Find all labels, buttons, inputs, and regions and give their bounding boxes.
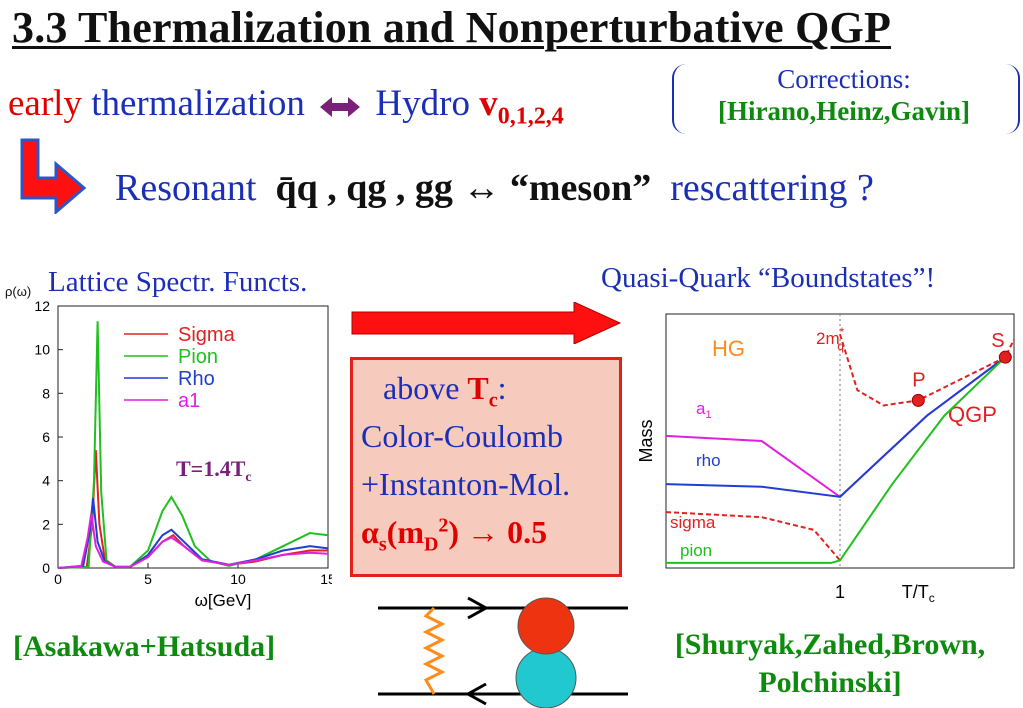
region-label-hg: HG — [712, 336, 745, 361]
annotation-text: T=1.4T — [176, 456, 246, 481]
series-label-2m-main: 2m — [816, 329, 840, 348]
series-label-a1-main: a — [696, 399, 706, 418]
legend-label-pion: Pion — [178, 346, 218, 368]
flow-v-letter: v — [479, 83, 498, 124]
bound-state-point-s — [998, 350, 1012, 364]
box-md-superscript: 2 — [438, 514, 449, 537]
x-axis-label-main: T/T — [902, 582, 929, 602]
corrections-bracket — [672, 64, 1020, 134]
red-quark-icon — [517, 597, 575, 655]
citation-shuryak: [Shuryak,Zahed,Brown, Polchinski] — [640, 626, 1020, 702]
resonant-line: Resonant q̄q , qg , gg ↔ “meson” rescatt… — [115, 166, 874, 210]
series-label-2m-subscript: q — [837, 339, 844, 353]
series-line-rho — [57, 498, 329, 569]
box-alpha-s: αs(mD2) → 0.5 — [361, 514, 547, 556]
y-tick-label: 10 — [34, 342, 50, 358]
flow-v-subscript: 0,1,2,4 — [497, 103, 564, 130]
citation-shuryak-line1: [Shuryak,Zahed,Brown, — [674, 628, 986, 661]
lattice-label: Lattice Spectr. Functs. — [48, 266, 308, 298]
temperature-annotation: T=1.4Tc — [176, 456, 252, 485]
box-above-tc: above Tc: — [383, 370, 507, 412]
box-tc-subscript: c — [488, 389, 498, 412]
early-text: early — [8, 83, 82, 124]
box-alpha-letter: α — [361, 514, 379, 550]
y-tick-label: 6 — [42, 429, 50, 445]
channels-text: q̄q , qg , gg ↔ “meson” — [275, 167, 652, 209]
series-line-rho — [665, 356, 1006, 498]
right-arrow-icon — [351, 302, 622, 344]
series-label-2m-superscript: * — [840, 325, 845, 339]
l-arrow-icon — [20, 138, 87, 214]
resonant-text: Resonant — [115, 167, 257, 209]
box-md-subscript: D — [423, 533, 439, 556]
arrow-left-icon — [464, 682, 487, 706]
cyan-quark-icon — [515, 647, 577, 708]
series-label-sigma: sigma — [670, 513, 716, 532]
x-tick-label: 5 — [144, 571, 152, 587]
series-label-2m: 2m* q — [816, 325, 845, 353]
annotation-subscript: c — [245, 470, 251, 485]
citation-shuryak-line2: Polchinski] — [758, 666, 902, 699]
box-md-open: (m — [386, 514, 424, 550]
series-line-sigma — [665, 511, 841, 562]
series-label-rho: rho — [696, 451, 721, 470]
corrections-names: [Hirano,Heinz,Gavin] — [718, 96, 970, 126]
x-axis-label: T/Tc — [902, 582, 935, 605]
y-tick-label: 12 — [34, 298, 50, 314]
y-axis-label: Mass — [636, 419, 656, 462]
x-tick-label: 15 — [320, 571, 332, 587]
y-tick-label: 2 — [42, 516, 50, 532]
x-tick-label: 1 — [835, 582, 845, 602]
legend-label-rho: Rho — [178, 368, 215, 390]
thermalization-text: thermalization — [91, 83, 305, 124]
hydro-text: Hydro — [375, 83, 470, 124]
left-chart-ylabel: ρ(ω) — [5, 284, 32, 299]
citation-asakawa: [Asakawa+Hatsuda] — [13, 630, 276, 663]
x-tick-label: 10 — [230, 571, 246, 587]
slide-title: 3.3 Thermalization and Nonperturbative Q… — [12, 3, 892, 52]
bound-state-label-p: P — [912, 369, 925, 391]
y-tick-label: 4 — [42, 473, 50, 489]
qgp-mechanism-box: above Tc: Color-Coulomb +Instanton-Mol. … — [350, 357, 622, 577]
y-tick-label: 0 — [42, 560, 50, 576]
series-line-a1 — [57, 513, 329, 569]
box-tc: Tc — [467, 370, 497, 411]
region-label-qgp: QGP — [948, 402, 997, 427]
bound-state-point-p — [911, 393, 925, 407]
flow-v: v0,1,2,4 — [479, 83, 564, 129]
rescattering-diagram — [378, 596, 628, 708]
box-md-close: ) — [448, 514, 460, 550]
thermalization-line: early thermalization Hydro v0,1,2,4 — [8, 82, 564, 130]
y-tick-label: 8 — [42, 385, 50, 401]
quasi-quark-label: Quasi-Quark “Boundstates”! — [601, 262, 936, 294]
box-alpha-value: → 0.5 — [467, 514, 548, 550]
x-axis-label-subscript: c — [929, 591, 935, 605]
bound-state-label-s: S — [991, 330, 1004, 352]
series-line-pion — [666, 356, 1006, 564]
box-alpha-subscript: s — [378, 533, 387, 556]
box-t-letter: T — [467, 370, 489, 406]
double-arrow-icon — [320, 96, 361, 117]
series-label-a1-subscript: 1 — [705, 409, 711, 421]
corrections-title: Corrections: — [777, 64, 911, 94]
box-color-coulomb: Color-Coulomb — [361, 418, 564, 454]
series-label-a1: a1 — [696, 399, 712, 421]
rescattering-text: rescattering ? — [670, 167, 874, 209]
x-axis-label: ω[GeV] — [195, 591, 252, 610]
box-above-text: above — [383, 370, 468, 406]
arrow-right-icon — [467, 596, 490, 620]
legend-label-sigma: Sigma — [178, 324, 236, 346]
series-label-pion: pion — [680, 541, 712, 560]
box-instanton: +Instanton-Mol. — [361, 466, 571, 502]
gluon-wave-icon — [422, 606, 446, 695]
legend-label-a1: a1 — [178, 390, 200, 412]
x-tick-label: 0 — [54, 571, 62, 587]
box-colon: : — [497, 370, 507, 406]
